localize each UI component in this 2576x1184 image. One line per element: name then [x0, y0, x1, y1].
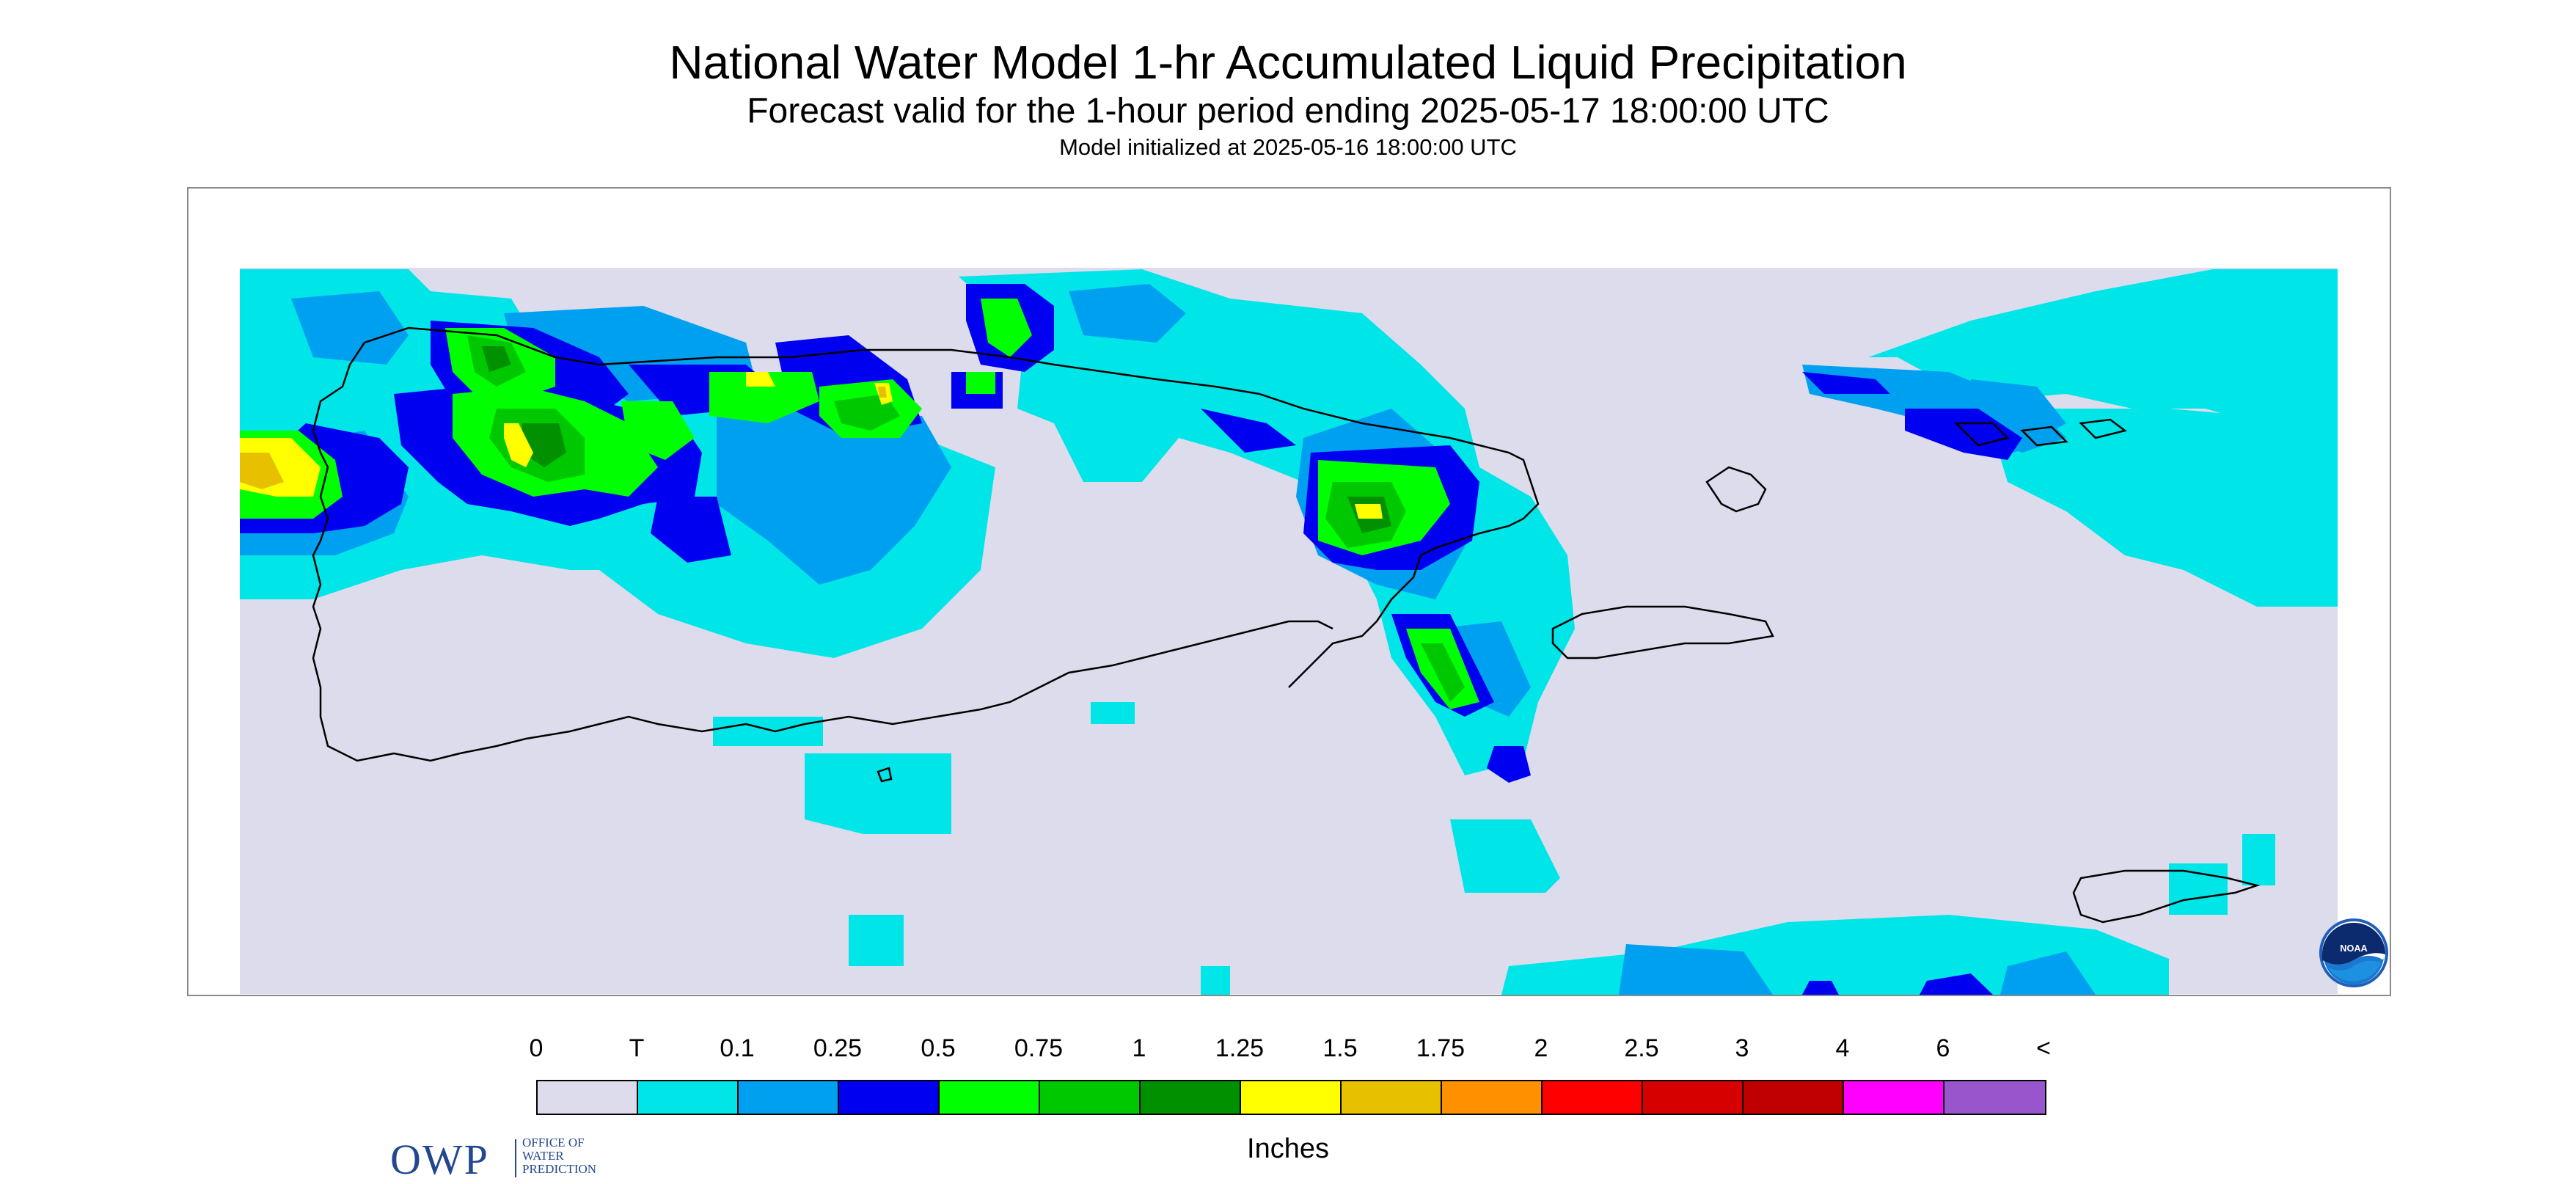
colorbar-swatch — [1442, 1081, 1543, 1114]
legend-tick-label: 3 — [1735, 1034, 1749, 1062]
map-edge-strip — [2338, 268, 2390, 994]
map-subtitle: Forecast valid for the 1-hour period end… — [747, 92, 1829, 131]
owp-logo-line: PREDICTION — [522, 1162, 597, 1176]
precipitation-map — [240, 268, 2390, 995]
map-frame: OWP OFFICE OF WATER PREDICTION — [187, 187, 2391, 1183]
legend-tick-label: 0.5 — [921, 1034, 956, 1062]
legend-tick-label: 0.1 — [720, 1034, 755, 1062]
coastlines — [312, 326, 2261, 924]
coastline-puerto-rico — [1551, 605, 1774, 659]
legend-tick-label: 2.5 — [1624, 1034, 1659, 1062]
colorbar-swatch — [1743, 1081, 1844, 1114]
legend-tick-label: 0 — [529, 1034, 544, 1062]
map-title: National Water Model 1-hr Accumulated Li… — [669, 36, 1907, 89]
coastline-island-mona — [1705, 466, 1767, 513]
colorbar-swatch — [538, 1081, 638, 1114]
legend-tick-label: 1.5 — [1322, 1034, 1358, 1062]
peak-precip-areas — [240, 387, 887, 489]
noaa-logo: NOAA — [2319, 918, 2389, 988]
legend-tick-label: 0.75 — [1014, 1034, 1064, 1062]
legend-tick-label: < — [2036, 1034, 2051, 1062]
precipitation-field — [240, 268, 2390, 995]
colorbar-swatch — [739, 1081, 839, 1114]
colorbar-swatch — [1944, 1081, 2045, 1114]
coastline-hispaniola-east — [312, 326, 1540, 762]
colorbar-swatch — [1643, 1081, 1743, 1114]
owp-logo-mark: OWP — [390, 1136, 489, 1183]
coastline-virgin-islands — [1953, 418, 2127, 447]
colorbar-swatch — [1342, 1081, 1442, 1114]
legend-units: Inches — [1247, 1133, 1329, 1164]
owp-logo-divider — [515, 1139, 516, 1177]
legend-tick-label: 4 — [1835, 1034, 1850, 1062]
legend-tick-label: 6 — [1936, 1034, 1950, 1062]
colorbar-swatch — [940, 1081, 1040, 1114]
legend-tick-label: 0.25 — [813, 1034, 863, 1062]
coastline-st-croix — [2072, 869, 2261, 924]
legend-tick-label: T — [629, 1034, 645, 1062]
colorbar-swatch — [1141, 1081, 1241, 1114]
legend-tick-label: 1.25 — [1215, 1034, 1265, 1062]
model-init-line: Model initialized at 2025-05-16 18:00:00… — [1059, 134, 1517, 160]
legend-tick-label: 1 — [1132, 1034, 1146, 1062]
owp-logo-text: OFFICE OF WATER PREDICTION — [522, 1136, 640, 1176]
precipitation-colorbar — [536, 1080, 2046, 1115]
owp-logo-line: OFFICE OF — [522, 1136, 585, 1150]
colorbar-swatch — [1844, 1081, 1944, 1114]
legend-tick-label: 2 — [1534, 1034, 1548, 1062]
coastline-small-islet — [877, 767, 893, 783]
colorbar-swatch — [1543, 1081, 1643, 1114]
colorbar-swatch — [1040, 1081, 1141, 1114]
colorbar-swatch — [638, 1081, 739, 1114]
owp-logo-line: WATER — [522, 1149, 564, 1163]
colorbar-swatch — [839, 1081, 940, 1114]
legend-tick-label: 1.75 — [1416, 1034, 1466, 1062]
noaa-logo-text: NOAA — [2340, 943, 2368, 954]
colorbar-swatch — [1241, 1081, 1342, 1114]
